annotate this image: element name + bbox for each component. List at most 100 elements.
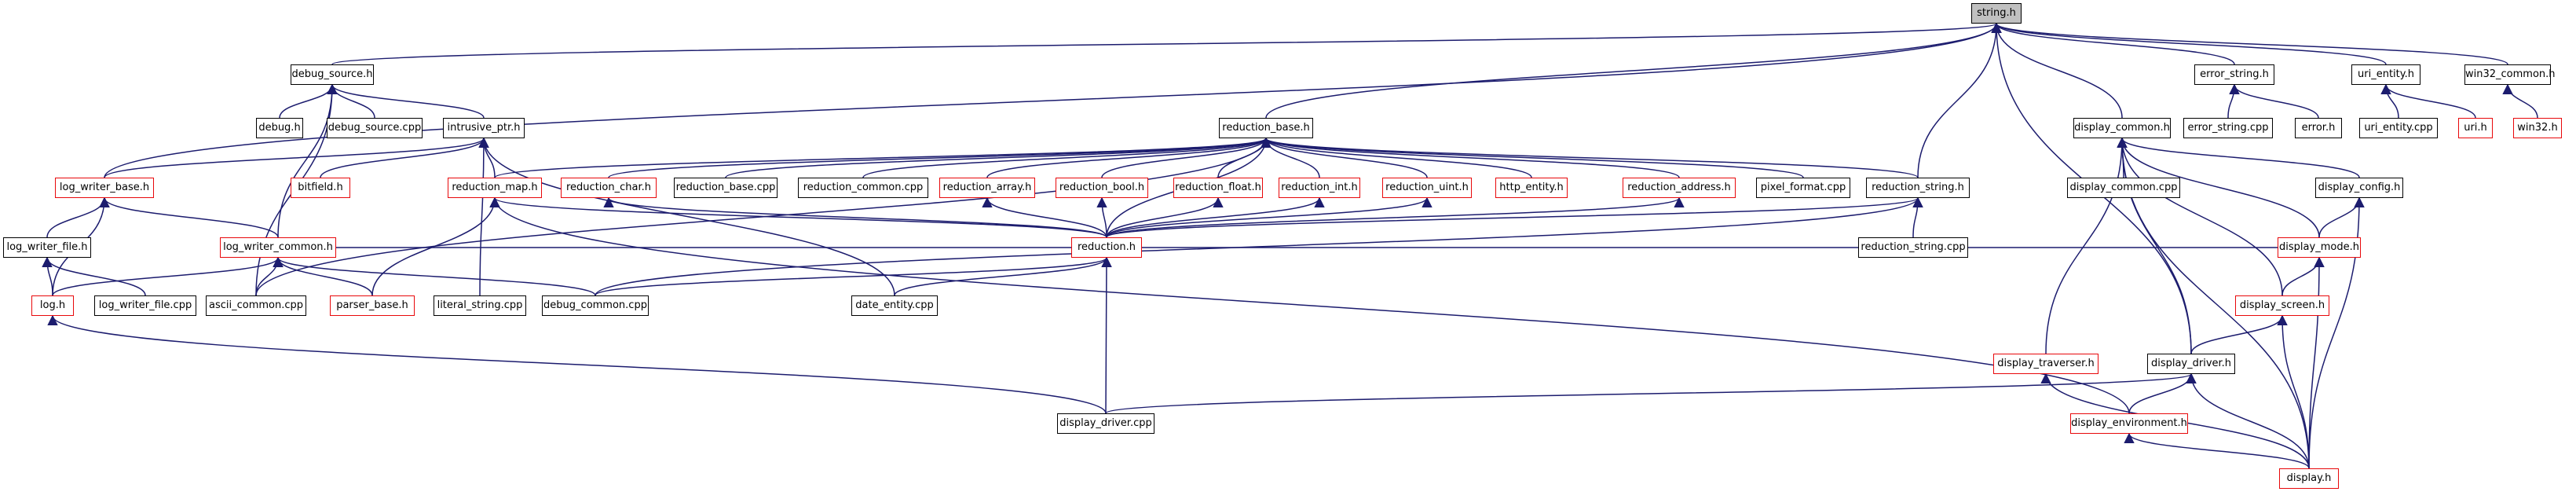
edge-error-h-to-error-string-h — [2229, 83, 2319, 119]
node-reduction-uint-h[interactable]: reduction_uint.h — [1382, 178, 1472, 198]
edge-reduction-h-to-reduction-map-h — [489, 196, 1107, 238]
node-debug-source-cpp[interactable]: debug_source.cpp — [327, 118, 423, 138]
edge-reduction-base-cpp-to-reduction-base-h — [725, 137, 1272, 178]
node-display-screen-h[interactable]: display_screen.h — [2235, 295, 2329, 316]
edge-display-screen-h-to-display-common-h — [2117, 137, 2283, 296]
edge-display-h-to-display-environment-h — [2124, 432, 2310, 469]
edge-win32-common-h-to-string-h — [1991, 22, 2508, 65]
edge-display-mode-h-to-display-config-h — [2318, 196, 2365, 238]
node-debug-h[interactable]: debug.h — [256, 118, 303, 138]
edge-debug-h-to-debug-source-h — [279, 83, 338, 119]
node-debug-common-cpp[interactable]: debug_common.cpp — [542, 295, 649, 316]
edge-debug-common-cpp-to-log-writer-common-h — [273, 256, 596, 296]
node-reduction-int-h[interactable]: reduction_int.h — [1279, 178, 1360, 198]
edge-reduction-h-to-reduction-char-h — [603, 196, 1107, 238]
node-log-writer-file-h[interactable]: log_writer_file.h — [3, 237, 91, 258]
node-debug-source-h[interactable]: debug_source.h — [291, 64, 374, 85]
edge-reduction-string-h-to-string-h — [1917, 22, 2002, 178]
edge-uri-entity-cpp-to-uri-entity-h — [2380, 83, 2399, 119]
node-log-h[interactable]: log.h — [31, 295, 74, 316]
edge-display-driver-cpp-to-display-driver-h — [1105, 372, 2197, 414]
edge-date-entity-cpp-to-reduction-h — [894, 256, 1112, 296]
node-error-h[interactable]: error.h — [2295, 118, 2342, 138]
node-log-writer-base-h[interactable]: log_writer_base.h — [55, 178, 154, 198]
edge-reduction-h-to-reduction-int-h — [1106, 196, 1325, 238]
node-error-string-h[interactable]: error_string.h — [2194, 64, 2274, 85]
node-display-common-cpp[interactable]: display_common.cpp — [2067, 178, 2180, 198]
edge-reduction-address-h-to-reduction-base-h — [1261, 137, 1680, 178]
node-date-entity-cpp[interactable]: date_entity.cpp — [851, 295, 938, 316]
node-uri-entity-cpp[interactable]: uri_entity.cpp — [2359, 118, 2438, 138]
edge-reduction-h-to-reduction-bool-h — [1096, 196, 1107, 238]
edge-reduction-string-h-to-reduction-base-h — [1261, 137, 1919, 178]
node-ascii-common-cpp[interactable]: ascii_common.cpp — [206, 295, 306, 316]
node-bitfield-h[interactable]: bitfield.h — [291, 178, 350, 198]
node-reduction-address-h[interactable]: reduction_address.h — [1623, 178, 1736, 198]
edge-log-writer-base-h-to-string-h — [104, 22, 2002, 178]
edge-debug-source-h-to-string-h — [331, 22, 2001, 65]
node-intrusive-ptr-h[interactable]: intrusive_ptr.h — [443, 118, 525, 138]
edge-bitfield-h-to-intrusive-ptr-h — [320, 137, 489, 178]
node-reduction-map-h[interactable]: reduction_map.h — [448, 178, 542, 198]
node-display-driver-h[interactable]: display_driver.h — [2147, 354, 2235, 374]
edge-intrusive-ptr-h-to-debug-source-h — [327, 83, 485, 119]
node-display-driver-cpp[interactable]: display_driver.cpp — [1057, 413, 1154, 434]
node-literal-string-cpp[interactable]: literal_string.cpp — [434, 295, 526, 316]
edge-log-writer-base-h-to-intrusive-ptr-h — [104, 137, 489, 178]
node-error-string-cpp[interactable]: error_string.cpp — [2183, 118, 2273, 138]
node-http-entity-h[interactable]: http_entity.h — [1495, 178, 1568, 198]
edge-reduction-h-to-reduction-array-h — [982, 196, 1107, 238]
edge-display-traverser-h-to-display-common-h — [2045, 137, 2128, 354]
node-reduction-float-h[interactable]: reduction_float.h — [1173, 178, 1263, 198]
edge-display-h-to-display-driver-h — [2186, 372, 2310, 469]
node-reduction-base-h[interactable]: reduction_base.h — [1219, 118, 1313, 138]
edge-display-driver-h-to-display-screen-h — [2190, 314, 2288, 354]
edge-display-config-h-to-display-common-h — [2117, 137, 2360, 178]
node-display-h[interactable]: display.h — [2279, 468, 2339, 489]
edge-display-common-h-to-string-h — [1991, 22, 2123, 119]
edge-reduction-map-h-to-reduction-base-h — [494, 137, 1272, 178]
node-display-environment-h[interactable]: display_environment.h — [2070, 413, 2188, 434]
edge-error-string-cpp-to-error-string-h — [2227, 83, 2240, 119]
edge-win32-h-to-win32-common-h — [2502, 83, 2538, 119]
edge-log-h-to-log-writer-common-h — [52, 256, 284, 296]
node-reduction-string-h[interactable]: reduction_string.h — [1866, 178, 1970, 198]
edge-display-driver-cpp-to-reduction-h — [1101, 256, 1112, 414]
edge-http-entity-h-to-reduction-base-h — [1261, 137, 1532, 178]
edge-reduction-h-to-reduction-string-h — [1106, 196, 1923, 238]
node-display-config-h[interactable]: display_config.h — [2315, 178, 2403, 198]
node-pixel-format-cpp[interactable]: pixel_format.cpp — [1756, 178, 1850, 198]
node-reduction-string-cpp[interactable]: reduction_string.cpp — [1858, 237, 1968, 258]
edge-reduction-char-h-to-reduction-base-h — [608, 137, 1272, 178]
edge-display-mode-h-to-display-common-h — [2117, 137, 2320, 238]
edge-log-writer-common-h-to-debug-source-h — [277, 83, 338, 238]
edge-reduction-array-h-to-reduction-base-h — [986, 137, 1272, 178]
edge-literal-string-cpp-to-intrusive-ptr-h — [478, 137, 489, 296]
edge-debug-common-cpp-to-reduction-string-h — [595, 196, 1923, 296]
node-win32-common-h[interactable]: win32_common.h — [2464, 64, 2556, 85]
node-display-mode-h[interactable]: display_mode.h — [2278, 237, 2361, 258]
node-display-common-h[interactable]: display_common.h — [2073, 118, 2171, 138]
node-win32-h[interactable]: win32.h — [2513, 118, 2562, 138]
node-parser-base-h[interactable]: parser_base.h — [330, 295, 415, 316]
edge-parser-base-h-to-reduction-map-h — [371, 196, 500, 296]
node-reduction-common-cpp[interactable]: reduction_common.cpp — [798, 178, 928, 198]
edge-uri-h-to-uri-entity-h — [2380, 83, 2476, 119]
node-reduction-array-h[interactable]: reduction_array.h — [939, 178, 1035, 198]
edge-reduction-h-to-reduction-uint-h — [1106, 196, 1433, 238]
node-log-writer-common-h[interactable]: log_writer_common.h — [220, 237, 336, 258]
node-uri-h[interactable]: uri.h — [2458, 118, 2493, 138]
edge-display-screen-h-to-display-mode-h — [2281, 256, 2325, 296]
node-reduction-bool-h[interactable]: reduction_bool.h — [1056, 178, 1148, 198]
edge-reduction-base-h-to-string-h — [1265, 22, 2002, 119]
edge-display-driver-cpp-to-log-h — [47, 314, 1107, 414]
node-reduction-char-h[interactable]: reduction_char.h — [561, 178, 657, 198]
node-uri-entity-h[interactable]: uri_entity.h — [2351, 64, 2420, 85]
edge-log-writer-common-h-to-log-writer-base-h — [99, 196, 279, 238]
node-reduction-h[interactable]: reduction.h — [1071, 237, 1142, 258]
node-string-h[interactable]: string.h — [1971, 3, 2022, 24]
node-display-traverser-h[interactable]: display_traverser.h — [1993, 354, 2098, 374]
node-reduction-base-cpp[interactable]: reduction_base.cpp — [674, 178, 778, 198]
node-log-writer-file-cpp[interactable]: log_writer_file.cpp — [94, 295, 196, 316]
